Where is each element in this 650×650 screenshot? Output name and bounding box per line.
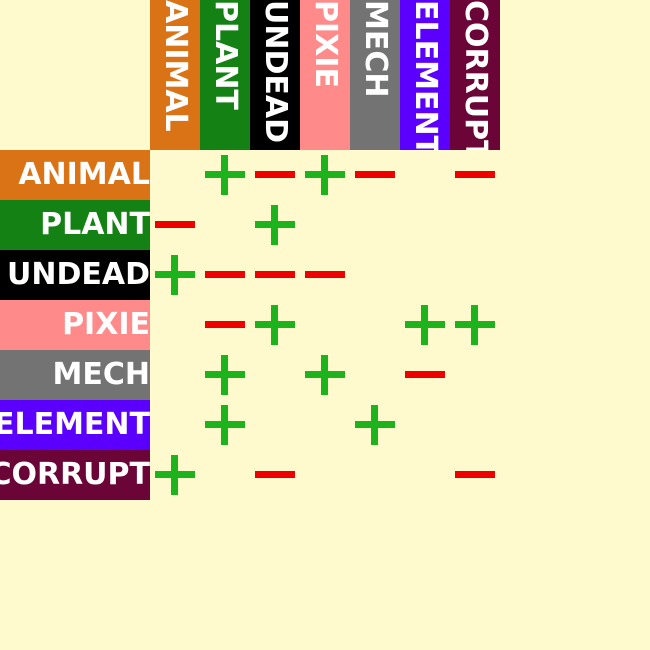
plus-icon xyxy=(200,350,250,400)
row-header-label: ELEMENT xyxy=(0,407,150,442)
row-header-label: CORRUPT xyxy=(0,457,150,492)
column-header-label: PIXIE xyxy=(308,0,343,88)
row-header-corrupt: CORRUPT xyxy=(0,450,150,500)
row-header-label: MECH xyxy=(52,357,150,392)
column-header-pixie: PIXIE xyxy=(300,0,350,150)
row-header-label: UNDEAD xyxy=(7,257,150,292)
plus-icon xyxy=(250,200,300,250)
column-header-label: PLANT xyxy=(208,0,243,110)
row-header-undead: UNDEAD xyxy=(0,250,150,300)
plus-icon xyxy=(150,250,200,300)
column-header-undead: UNDEAD xyxy=(250,0,300,150)
column-header-label: UNDEAD xyxy=(258,0,293,143)
column-header-label: CORRUPT xyxy=(458,0,493,150)
minus-icon xyxy=(450,150,500,200)
plus-icon xyxy=(200,150,250,200)
row-header-pixie: PIXIE xyxy=(0,300,150,350)
row-header-label: ANIMAL xyxy=(18,157,150,192)
row-header-plant: PLANT xyxy=(0,200,150,250)
column-header-label: ELEMENT xyxy=(408,0,443,150)
plus-icon xyxy=(200,400,250,450)
row-header-animal: ANIMAL xyxy=(0,150,150,200)
plus-icon xyxy=(350,400,400,450)
minus-icon xyxy=(450,450,500,500)
plus-icon xyxy=(150,450,200,500)
minus-icon xyxy=(350,150,400,200)
row-header-label: PIXIE xyxy=(62,307,150,342)
column-header-element: ELEMENT xyxy=(400,0,450,150)
affinity-matrix: ANIMAL PLANT UNDEAD PIXIE MECH ELEMENT CORRUPT… xyxy=(0,0,500,500)
minus-icon xyxy=(150,200,200,250)
column-header-plant: PLANT xyxy=(200,0,250,150)
plus-icon xyxy=(450,300,500,350)
column-header-mech: MECH xyxy=(350,0,400,150)
row-header-mech: MECH xyxy=(0,350,150,400)
column-header-animal: ANIMAL xyxy=(150,0,200,150)
minus-icon xyxy=(250,150,300,200)
minus-icon xyxy=(250,250,300,300)
minus-icon xyxy=(200,300,250,350)
plus-icon xyxy=(400,300,450,350)
minus-icon xyxy=(250,450,300,500)
column-header-corrupt: CORRUPT xyxy=(450,0,500,150)
minus-icon xyxy=(400,350,450,400)
row-header-element: ELEMENT xyxy=(0,400,150,450)
column-header-label: ANIMAL xyxy=(158,0,193,132)
plus-icon xyxy=(300,350,350,400)
plus-icon xyxy=(300,150,350,200)
plus-icon xyxy=(250,300,300,350)
minus-icon xyxy=(300,250,350,300)
minus-icon xyxy=(200,250,250,300)
column-header-label: MECH xyxy=(358,0,393,98)
row-header-label: PLANT xyxy=(40,207,150,242)
